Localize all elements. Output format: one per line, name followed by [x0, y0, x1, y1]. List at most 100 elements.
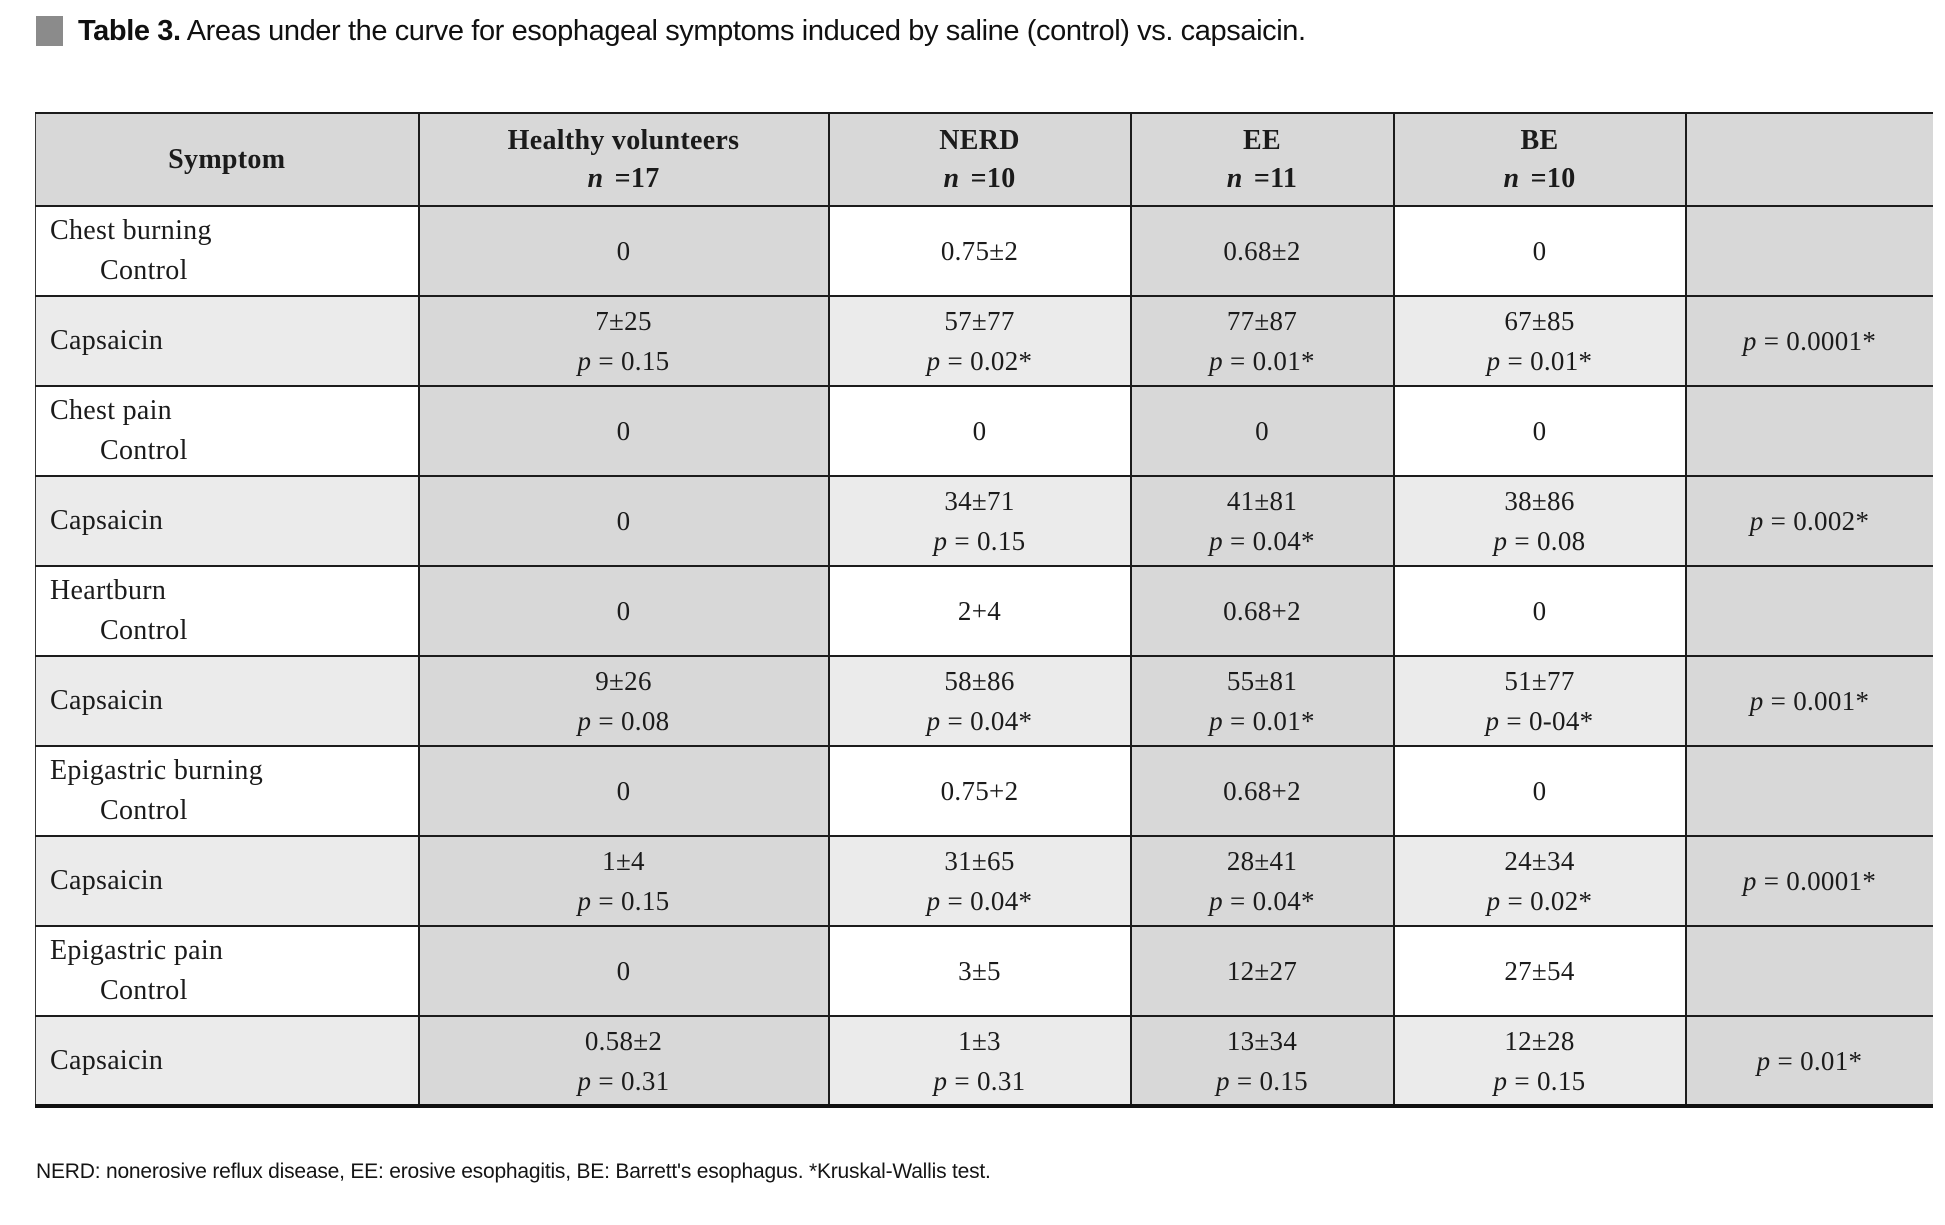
auc-value: 0 [972, 416, 987, 446]
p-value: p = 0.15 [1216, 1065, 1308, 1096]
table-footnote: NERD: nonerosive reflux disease, EE: ero… [36, 1160, 991, 1183]
column-n-count: n =17 [587, 162, 660, 194]
auc-value: 1±3 [958, 1025, 1001, 1056]
value-cell-healthy: 0 [417, 565, 830, 657]
value-cell-healthy: 0 [417, 205, 830, 297]
symptom-cell: Capsaicin [35, 655, 420, 747]
value-cell-pvalue [1684, 205, 1933, 297]
p-value: p = 0.01* [1756, 1045, 1863, 1076]
symptom-subline: Control [100, 975, 188, 1006]
p-value: p = 0.0001* [1742, 866, 1877, 896]
table-row-capsaicin: Capsaicin 0 34±71 p = 0.15 41±81 p = 0.04* 38±… [35, 475, 1933, 567]
value-cell-be: 38±86 p = 0.08 [1392, 475, 1687, 567]
caption-bullet-icon [36, 16, 63, 46]
column-header-ee: EE n =11 [1129, 112, 1395, 207]
table-row-capsaicin: Capsaicin 0.58±2 p = 0.31 1±3 p = 0.31 13±34 p… [35, 1015, 1933, 1108]
value-cell-healthy: 0 [417, 385, 830, 477]
p-value: p = 0.15 [577, 346, 670, 376]
auc-value: 31±65 [944, 846, 1015, 876]
symptom-cell: Capsaicin [35, 1015, 420, 1108]
value-cell-ee: 41±81 p = 0.04* [1129, 475, 1395, 567]
caption-text: Table 3. Areas under the curve for esoph… [78, 13, 1306, 49]
value-cell-nerd: 31±65 p = 0.04* [827, 835, 1132, 927]
auc-value: 34±71 [944, 486, 1015, 516]
value-cell-healthy: 7±25 p = 0.15 [417, 295, 830, 387]
column-header-healthy: Healthy volunteers n =17 [417, 112, 830, 207]
value-cell-nerd: 0.75±2 [827, 205, 1132, 297]
table-caption: Table 3. Areas under the curve for esoph… [36, 13, 1306, 49]
p-value: p = 0-04* [1485, 706, 1594, 736]
value-cell-be: 67±85 p = 0.01* [1392, 295, 1687, 387]
value-cell-be: 24±34 p = 0.02* [1392, 835, 1687, 927]
value-cell-pvalue [1684, 385, 1933, 477]
auc-value: 0 [1532, 776, 1547, 806]
value-cell-nerd: 3±5 [827, 925, 1132, 1017]
value-cell-nerd: 0.75+2 [827, 745, 1132, 837]
column-header-nerd: NERD n =10 [827, 112, 1132, 207]
p-value: p = 0.31 [577, 1065, 670, 1096]
table-row-control: Epigastric burning Control 0 0.75+2 0.68+2 0 [35, 745, 1933, 837]
symptom-subline: Control [100, 795, 188, 826]
value-cell-be: 51±77 p = 0-04* [1392, 655, 1687, 747]
value-cell-nerd: 34±71 p = 0.15 [827, 475, 1132, 567]
caption-body: Areas under the curve for esophageal sym… [180, 15, 1306, 47]
value-cell-nerd: 57±77 p = 0.02* [827, 295, 1132, 387]
auc-value: 38±86 [1504, 486, 1575, 516]
column-n-count: n =11 [1226, 162, 1298, 194]
symptom-subline: Control [100, 435, 188, 466]
column-header-pvalue [1684, 112, 1933, 207]
symptom-cell: Chest pain Control [35, 385, 420, 477]
auc-value: 55±81 [1226, 666, 1298, 696]
auc-value: 0 [1532, 236, 1547, 266]
p-value: p = 0.02* [1486, 886, 1593, 916]
auc-value: 77±87 [1226, 306, 1298, 336]
table-row-capsaicin: Capsaicin 1±4 p = 0.15 31±65 p = 0.04* 28±41 p… [35, 835, 1933, 927]
value-cell-pvalue: p = 0.002* [1684, 475, 1933, 567]
p-value: p = 0.01* [1486, 346, 1593, 376]
table-row-control: Chest burning Control 0 0.75±2 0.68±2 0 [35, 205, 1933, 297]
p-value: p = 0.01* [1209, 346, 1315, 376]
column-header-symptom: Symptom [35, 112, 420, 207]
auc-value: 12±27 [1226, 956, 1298, 986]
value-cell-ee: 0.68+2 [1129, 745, 1395, 837]
p-value: p = 0.001* [1749, 686, 1870, 716]
auc-value: 28±41 [1226, 846, 1298, 876]
auc-value: 0 [616, 236, 631, 266]
auc-value: 0.75+2 [940, 776, 1019, 806]
auc-value: 0 [616, 596, 631, 626]
table-row-capsaicin: Capsaicin 7±25 p = 0.15 57±77 p = 0.02* 77±87… [35, 295, 1933, 387]
value-cell-ee: 12±27 [1129, 925, 1395, 1017]
column-n-count: n =10 [943, 162, 1016, 194]
p-value: p = 0.15 [1493, 1065, 1586, 1096]
auc-value: 3±5 [958, 956, 1001, 986]
symptom-name: Epigastric burning [50, 755, 264, 786]
symptom-cell: Capsaicin [35, 835, 420, 927]
column-n-count: n =10 [1503, 162, 1576, 194]
value-cell-healthy: 1±4 p = 0.15 [417, 835, 830, 927]
symptom-name: Chest burning [50, 215, 212, 246]
auc-value: 58±86 [944, 666, 1015, 696]
symptoms-auc-table: Symptom Healthy volunteers n =17 NERD n =10 E… [35, 112, 1933, 1108]
header-row: Symptom Healthy volunteers n =17 NERD n =10 E… [35, 112, 1933, 207]
auc-value: 0.68±2 [1223, 236, 1301, 266]
auc-value: 57±77 [944, 306, 1015, 336]
value-cell-pvalue [1684, 925, 1933, 1017]
value-cell-ee: 0.68+2 [1129, 565, 1395, 657]
column-label: Symptom [168, 143, 286, 175]
value-cell-pvalue [1684, 745, 1933, 837]
p-value: p = 0.02* [926, 346, 1033, 376]
p-value: p = 0.002* [1749, 506, 1870, 536]
table-row-control: Chest pain Control 0 0 0 0 [35, 385, 1933, 477]
table-row-capsaicin: Capsaicin 9±26 p = 0.08 58±86 p = 0.04* 55±81… [35, 655, 1933, 747]
p-value: p = 0.04* [926, 706, 1033, 736]
value-cell-nerd: 58±86 p = 0.04* [827, 655, 1132, 747]
p-value: p = 0.31 [933, 1065, 1026, 1096]
value-cell-healthy: 0 [417, 475, 830, 567]
p-value: p = 0.08 [577, 706, 670, 736]
symptom-cell: Heartburn Control [35, 565, 420, 657]
symptom-name: Capsaicin [50, 865, 164, 896]
value-cell-nerd: 2+4 [827, 565, 1132, 657]
auc-value: 7±25 [595, 306, 652, 336]
value-cell-ee: 77±87 p = 0.01* [1129, 295, 1395, 387]
symptom-name: Capsaicin [50, 505, 164, 536]
